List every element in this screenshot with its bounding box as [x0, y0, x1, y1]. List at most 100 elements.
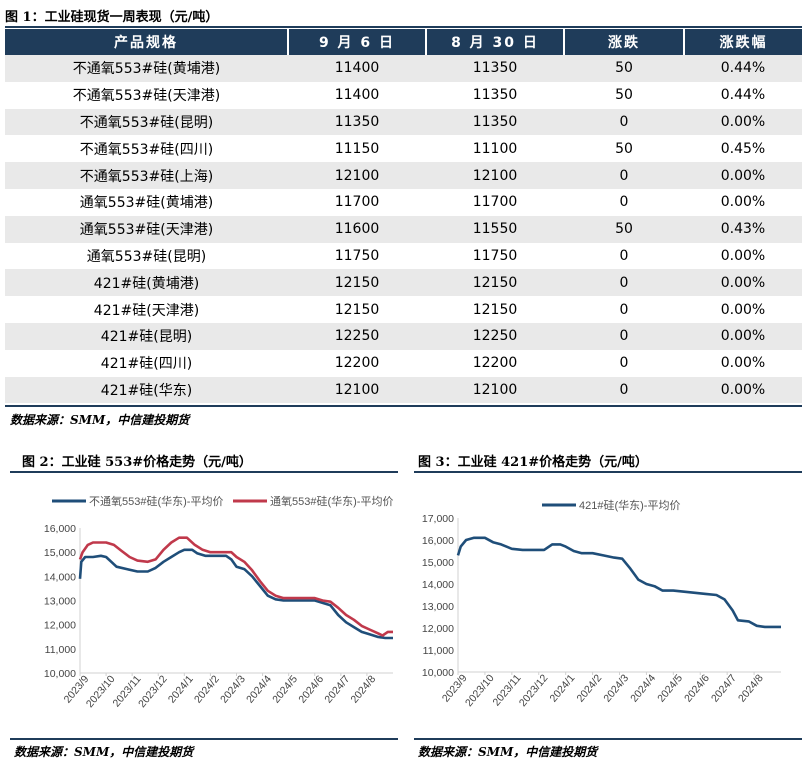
cell-aug30: 12250 — [426, 322, 564, 350]
cell-sep6: 12200 — [288, 349, 426, 377]
figure1-source: 数据来源：SMM，中信建投期货 — [10, 413, 190, 427]
y-tick-label: 12,000 — [422, 623, 454, 635]
cell-change: 0 — [564, 322, 684, 350]
cell-spec: 不通氧553#硅(上海) — [5, 162, 288, 189]
x-tick-label: 2024/5 — [655, 672, 685, 704]
y-tick-label: 11,000 — [45, 644, 76, 656]
cell-change-pct: 0.00% — [684, 188, 802, 216]
table-row: 不通氧553#硅(黄埔港) 11400 11350 50 0.44% — [5, 55, 802, 82]
cell-change-pct: 0.00% — [684, 376, 802, 404]
y-tick-label: 11,000 — [423, 645, 454, 657]
figure2-title: 图 2：工业硅 553#价格走势（元/吨） — [22, 455, 252, 470]
figure2-title-rule — [10, 471, 398, 473]
cell-change: 0 — [564, 162, 684, 189]
y-tick-label: 16,000 — [44, 523, 76, 535]
x-tick-label: 2024/1 — [166, 673, 196, 705]
x-tick-label: 2024/8 — [349, 673, 379, 705]
header-sep6: 9 月 6 日 — [288, 29, 427, 55]
y-tick-label: 12,000 — [44, 620, 76, 632]
cell-sep6: 12150 — [288, 296, 426, 323]
x-tick-label: 2024/3 — [601, 672, 631, 704]
cell-change-pct: 0.00% — [684, 349, 802, 377]
cell-change-pct: 0.45% — [684, 135, 802, 163]
cell-sep6: 11150 — [288, 135, 426, 163]
figure1-title: 图 1：工业硅现货一周表现（元/吨） — [5, 10, 219, 25]
cell-change-pct: 0.00% — [684, 162, 802, 189]
y-tick-label: 16,000 — [422, 535, 454, 547]
cell-change-pct: 0.00% — [684, 296, 802, 323]
cell-sep6: 11600 — [288, 215, 426, 243]
cell-change-pct: 0.00% — [684, 269, 802, 297]
cell-change-pct: 0.00% — [684, 242, 802, 270]
cell-aug30: 12100 — [426, 376, 564, 404]
table-row: 421#硅(天津港) 12150 12150 0 0.00% — [5, 296, 802, 323]
x-tick-label: 2024/4 — [244, 673, 274, 705]
figure3-title-rule — [414, 471, 802, 473]
x-tick-label: 2024/4 — [628, 672, 658, 704]
cell-change: 0 — [564, 188, 684, 216]
figure1-title-rule — [5, 26, 802, 28]
y-tick-label: 15,000 — [422, 557, 454, 569]
x-tick-label: 2024/6 — [682, 672, 712, 704]
cell-aug30: 12150 — [426, 269, 564, 297]
cell-sep6: 11400 — [288, 55, 426, 82]
y-tick-label: 10,000 — [44, 668, 76, 680]
cell-sep6: 12100 — [288, 162, 426, 189]
cell-spec: 不通氧553#硅(黄埔港) — [5, 55, 288, 82]
legend-label: 通氧553#硅(华东)-平均价 — [270, 494, 393, 508]
x-tick-label: 2024/7 — [709, 672, 739, 704]
cell-change-pct: 0.00% — [684, 322, 802, 350]
legend-label: 不通氧553#硅(华东)-平均价 — [89, 494, 223, 508]
header-aug30: 8 月 30 日 — [426, 29, 565, 55]
x-tick-label: 2023/12 — [517, 672, 551, 709]
x-tick-label: 2023/10 — [463, 672, 497, 709]
x-tick-label: 2024/6 — [296, 673, 326, 705]
cell-aug30: 11750 — [426, 242, 564, 270]
cell-spec: 通氧553#硅(昆明) — [5, 242, 288, 270]
y-tick-label: 15,000 — [44, 547, 76, 559]
table-row: 421#硅(昆明) 12250 12250 0 0.00% — [5, 322, 802, 350]
cell-aug30: 11550 — [426, 215, 564, 243]
table-row: 通氧553#硅(黄埔港) 11700 11700 0 0.00% — [5, 188, 802, 216]
x-tick-label: 2024/1 — [548, 672, 578, 704]
figure1-bottom-rule — [5, 405, 802, 407]
cell-spec: 不通氧553#硅(天津港) — [5, 81, 288, 109]
cell-spec: 421#硅(华东) — [5, 376, 288, 404]
table-header-row: 产品规格 9 月 6 日 8 月 30 日 涨跌 涨跌幅 — [5, 29, 802, 55]
figure3-source: 数据来源：SMM，中信建投期货 — [418, 745, 598, 759]
header-change: 涨跌 — [564, 29, 685, 55]
table-row: 421#硅(黄埔港) 12150 12150 0 0.00% — [5, 269, 802, 297]
figure2-bottom-rule — [10, 738, 398, 740]
x-tick-label: 2023/12 — [136, 673, 170, 710]
cell-spec: 通氧553#硅(黄埔港) — [5, 188, 288, 216]
legend-label: 421#硅(华东)-平均价 — [579, 498, 680, 512]
cell-aug30: 11100 — [426, 135, 564, 163]
x-tick-label: 2024/7 — [322, 673, 352, 705]
x-tick-label: 2024/8 — [736, 672, 766, 704]
cell-aug30: 12200 — [426, 349, 564, 377]
cell-spec: 421#硅(昆明) — [5, 322, 288, 350]
table-row: 不通氧553#硅(天津港) 11400 11350 50 0.44% — [5, 81, 802, 109]
y-tick-label: 10,000 — [422, 667, 454, 679]
table-row: 421#硅(四川) 12200 12200 0 0.00% — [5, 349, 802, 377]
cell-spec: 421#硅(黄埔港) — [5, 269, 288, 297]
y-tick-label: 14,000 — [44, 571, 76, 583]
y-tick-label: 13,000 — [44, 596, 76, 608]
series-line-0 — [456, 536, 781, 629]
cell-change: 50 — [564, 135, 684, 163]
cell-spec: 不通氧553#硅(四川) — [5, 135, 288, 163]
x-tick-label: 2024/2 — [192, 673, 222, 705]
spot-price-table: 产品规格 9 月 6 日 8 月 30 日 涨跌 涨跌幅 不通氧553#硅(黄埔… — [5, 29, 802, 404]
figure2-source: 数据来源：SMM，中信建投期货 — [14, 745, 194, 759]
table-row: 不通氧553#硅(昆明) 11350 11350 0 0.00% — [5, 108, 802, 136]
y-tick-label: 17,000 — [422, 513, 454, 525]
cell-change-pct: 0.44% — [684, 55, 802, 82]
cell-change: 50 — [564, 55, 684, 82]
cell-spec: 421#硅(四川) — [5, 349, 288, 377]
series-line-1 — [78, 536, 393, 637]
cell-sep6: 12150 — [288, 269, 426, 297]
cell-change: 0 — [564, 269, 684, 297]
cell-sep6: 11750 — [288, 242, 426, 270]
chart-553-price: 10,000 11,000 12,000 13,000 14,000 15,000 16,0… — [44, 494, 394, 710]
cell-change-pct: 0.00% — [684, 108, 802, 136]
